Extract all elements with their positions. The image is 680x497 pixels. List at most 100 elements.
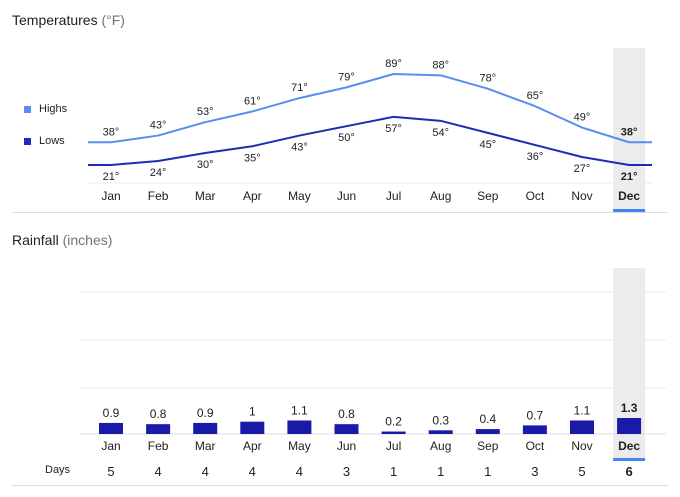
rain-bar-nov: [570, 420, 594, 434]
rain-value-label-oct: 0.7: [527, 408, 544, 422]
section-divider: [12, 212, 668, 213]
temp-label-highs-sep: 78°: [479, 73, 496, 85]
temperature-line-lows: [88, 115, 652, 166]
rain-month-label-nov: Nov: [571, 439, 592, 453]
rain-month-label-dec: Dec: [618, 439, 640, 453]
rain-days-mar: 4: [202, 464, 209, 479]
rain-days-aug: 1: [437, 464, 444, 479]
rain-bar-may: [287, 420, 312, 434]
temp-label-lows-aug: 54°: [432, 127, 449, 139]
temp-label-highs-dec: 38°: [621, 126, 638, 138]
rain-value-label-jul: 0.2: [385, 415, 402, 429]
rain-days-jun: 3: [343, 464, 350, 479]
temp-month-label-may: May: [288, 189, 311, 203]
temp-label-lows-jul: 57°: [385, 123, 402, 135]
temp-month-label-jul: Jul: [386, 189, 401, 203]
temp-month-label-mar: Mar: [195, 189, 216, 203]
selected-month-band-temperatures: [613, 48, 646, 212]
rain-days-sep: 1: [484, 464, 491, 479]
rain-days-jul: 1: [390, 464, 397, 479]
rain-days-nov: 5: [578, 464, 585, 479]
temperatures-title: Temperatures (°F): [12, 12, 125, 28]
temp-label-lows-feb: 24°: [150, 167, 167, 179]
temp-month-label-jan: Jan: [101, 189, 120, 203]
temp-label-lows-jan: 21°: [103, 171, 120, 183]
rain-bar-jan: [99, 422, 123, 434]
rainfall-unit: (inches): [62, 232, 113, 248]
rain-value-label-jan: 0.9: [103, 406, 120, 420]
rainfall-title-text: Rainfall: [12, 232, 59, 248]
selected-month-underline-temperatures: [613, 209, 646, 212]
rain-month-label-may: May: [288, 439, 311, 453]
rain-month-label-feb: Feb: [148, 439, 169, 453]
rain-month-label-jul: Jul: [386, 439, 401, 453]
temp-label-highs-jun: 79°: [338, 71, 355, 83]
temp-label-highs-jan: 38°: [103, 126, 120, 138]
temp-month-label-apr: Apr: [243, 189, 262, 203]
temperature-line-highs: [88, 73, 652, 144]
temp-month-label-dec: Dec: [618, 189, 640, 203]
temp-label-lows-nov: 27°: [574, 163, 591, 175]
temp-label-lows-oct: 36°: [527, 151, 544, 163]
temp-month-label-aug: Aug: [430, 189, 451, 203]
temp-label-highs-apr: 61°: [244, 95, 261, 107]
temp-label-lows-jun: 50°: [338, 132, 355, 144]
rain-days-dec: 6: [625, 464, 632, 479]
rain-value-label-nov: 1.1: [574, 403, 591, 417]
legend-lows-swatch: [24, 137, 31, 145]
legend-lows-label: Lows: [39, 135, 65, 147]
rain-value-label-dec: 1.3: [621, 401, 638, 415]
temperatures-title-text: Temperatures: [12, 12, 98, 28]
temp-label-lows-sep: 45°: [479, 139, 496, 151]
rain-value-label-feb: 0.8: [150, 407, 167, 421]
rain-bar-jul: [381, 431, 406, 434]
rainfall-title: Rainfall (inches): [12, 232, 112, 248]
temp-label-highs-feb: 43°: [150, 120, 167, 132]
temp-label-highs-jul: 89°: [385, 58, 402, 70]
rain-month-label-jan: Jan: [101, 439, 120, 453]
rain-value-label-sep: 0.4: [479, 412, 496, 426]
rain-month-label-jun: Jun: [337, 439, 356, 453]
legend-lows: Lows: [24, 135, 65, 147]
rain-month-label-mar: Mar: [195, 439, 216, 453]
rain-bar-apr: [240, 421, 265, 434]
temp-label-highs-aug: 88°: [432, 59, 449, 71]
temp-label-highs-nov: 49°: [574, 112, 591, 124]
rain-days-jan: 5: [107, 464, 114, 479]
legend-highs-label: Highs: [39, 103, 68, 115]
rain-bar-sep: [475, 429, 500, 434]
temp-label-highs-oct: 65°: [527, 90, 544, 102]
temperatures-unit: (°F): [101, 12, 125, 28]
rain-bar-feb: [146, 424, 171, 434]
rain-days-feb: 4: [154, 464, 161, 479]
temp-label-highs-may: 71°: [291, 82, 308, 94]
selected-month-underline-rainfall: [613, 458, 646, 461]
bottom-divider: [12, 485, 668, 486]
rain-days-oct: 3: [531, 464, 538, 479]
rain-value-label-aug: 0.3: [432, 413, 449, 427]
rain-bar-mar: [193, 422, 218, 434]
legend-highs: Highs: [24, 103, 67, 115]
rain-month-label-sep: Sep: [477, 439, 499, 453]
temp-label-lows-may: 43°: [291, 142, 308, 154]
rain-month-label-oct: Oct: [526, 439, 545, 453]
rain-month-label-aug: Aug: [430, 439, 451, 453]
rain-month-label-apr: Apr: [243, 439, 262, 453]
temp-label-lows-apr: 35°: [244, 152, 261, 164]
rain-bar-oct: [522, 425, 547, 434]
temp-label-lows-dec: 21°: [621, 171, 638, 183]
temp-month-label-oct: Oct: [526, 189, 545, 203]
rain-days-may: 4: [296, 464, 303, 479]
days-label: Days: [45, 464, 71, 476]
legend-highs-swatch: [24, 105, 31, 113]
temp-month-label-nov: Nov: [571, 189, 592, 203]
rain-value-label-apr: 1: [249, 405, 256, 419]
rain-value-label-may: 1.1: [291, 403, 308, 417]
rain-value-label-jun: 0.8: [338, 407, 355, 421]
rain-bar-aug: [428, 430, 453, 434]
temp-label-lows-mar: 30°: [197, 159, 214, 171]
temp-month-label-feb: Feb: [148, 189, 169, 203]
temp-month-label-sep: Sep: [477, 189, 499, 203]
rain-bar-dec: [617, 418, 642, 434]
